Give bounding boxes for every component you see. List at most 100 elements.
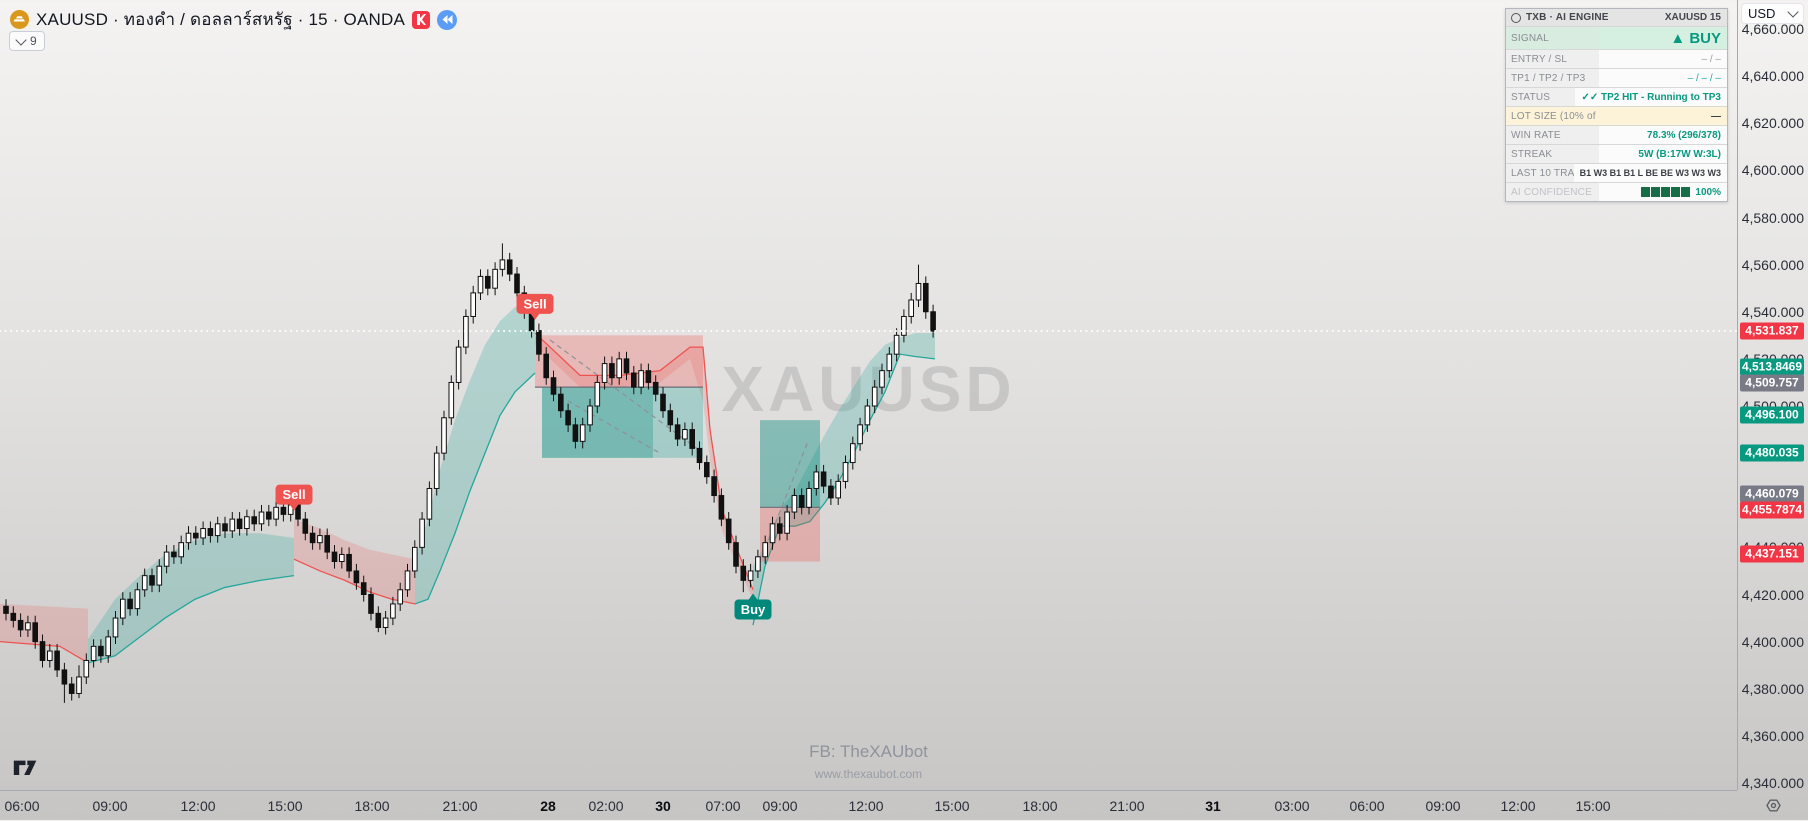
candle-body-bull xyxy=(864,405,871,426)
candle-body-bear xyxy=(631,372,637,388)
panel-row-signal: SIGNAL ▲ BUY xyxy=(1506,26,1727,49)
candle-body-bear xyxy=(353,570,360,584)
symbol-title[interactable]: XAUUSD · ทองคำ / ดอลลาร์สหรัฐ · 15 · OAN… xyxy=(36,10,405,29)
time-tick-label: 18:00 xyxy=(1022,798,1058,814)
chevron-down-icon xyxy=(15,33,27,46)
replay-icon[interactable] xyxy=(437,9,457,30)
time-tick-label: 06:00 xyxy=(4,798,40,814)
candle-body-bull xyxy=(857,424,863,445)
candle-body-bull xyxy=(879,370,885,388)
panel-row-value: 5W (B:17W W:3L) xyxy=(1599,145,1727,163)
trend-cloud-bear xyxy=(535,332,753,600)
candle-body-bull xyxy=(470,292,476,317)
candle-body-bear xyxy=(536,330,542,355)
candle-body-bull xyxy=(419,518,425,548)
buy-signal-label: Buy xyxy=(734,593,772,620)
price-badge: 4,455.7874 xyxy=(1740,501,1804,519)
candle-body-bull xyxy=(886,353,893,372)
candle-body-bear xyxy=(558,393,564,412)
panel-row-value: ▲ BUY xyxy=(1599,27,1727,49)
candle-body-bear xyxy=(98,645,104,657)
time-tick-label: 12:00 xyxy=(180,798,216,814)
projection-dashed-line xyxy=(761,441,809,558)
candle-body-bull xyxy=(901,315,907,336)
time-tick-label: 15:00 xyxy=(267,798,303,814)
candle-body-bull xyxy=(806,487,812,508)
panel-row-label: STATUS xyxy=(1506,88,1576,106)
panel-row-last-10-trades: LAST 10 TRADESB1 W3 B1 B1 L BE BE W3 W3 … xyxy=(1506,163,1727,182)
candle-body-bull xyxy=(835,480,842,499)
candle-body-bear xyxy=(236,518,243,530)
txb-ai-engine-panel: TXB · AI ENGINE XAUUSD 15 SIGNAL ▲ BUY ENTR… xyxy=(1505,8,1728,202)
candle-body-bear xyxy=(375,612,382,628)
candle-body-bear xyxy=(309,532,316,544)
candle-body-bear xyxy=(368,594,374,614)
candle-body-bull xyxy=(339,553,345,563)
price-badge: 4,480.035 xyxy=(1740,444,1804,462)
time-tick-label: 30 xyxy=(655,798,671,814)
axis-settings-corner[interactable] xyxy=(1738,791,1808,820)
tradingview-logo[interactable] xyxy=(12,757,42,786)
time-tick-label: 12:00 xyxy=(1500,798,1536,814)
candle-body-bull xyxy=(747,570,754,581)
price-axis[interactable]: USD 4,340.000 4,360.000 4,380.000 4,400.000… xyxy=(1737,0,1808,791)
trend-cloud-bull xyxy=(88,533,294,663)
price-badge: 4,437.151 xyxy=(1740,545,1804,563)
price-tick-label: 4,400.000 xyxy=(1741,633,1804,650)
time-tick-label: 28 xyxy=(540,798,556,814)
candle-body-bull xyxy=(791,495,798,513)
gold-coin-icon xyxy=(10,10,29,29)
candle-body-bear xyxy=(17,619,24,631)
candle-body-bear xyxy=(149,575,155,586)
panel-row-ai-confidence: AI CONFIDENCE 100% xyxy=(1506,182,1727,201)
candle-body-bear xyxy=(704,462,710,478)
legend-collapse-chip[interactable]: 9 xyxy=(9,31,45,51)
candle-body-bear xyxy=(718,495,725,520)
panel-row-label: LOT SIZE (10% of $300) xyxy=(1506,107,1599,125)
candle-body-bull xyxy=(273,506,279,520)
candle-body-bull xyxy=(784,511,790,534)
time-tick-label: 31 xyxy=(1205,798,1221,814)
sell-signal-label: Sell xyxy=(516,293,554,320)
candle-body-bear xyxy=(660,393,666,412)
panel-row-label: LAST 10 TRADES xyxy=(1506,164,1574,182)
time-tick-label: 02:00 xyxy=(588,798,624,814)
candle-body-bear xyxy=(609,363,615,379)
candle-body-bear xyxy=(266,511,272,520)
trailing-stop-line xyxy=(293,558,416,605)
trailing-stop-line xyxy=(0,640,89,664)
price-tick-label: 4,620.000 xyxy=(1741,115,1804,132)
panel-row-label: ENTRY / SL xyxy=(1506,50,1599,68)
candle-body-bear xyxy=(645,370,652,383)
candle-body-bull xyxy=(850,443,856,464)
candle-body-bull xyxy=(90,645,97,661)
footer-brand-text: FB: TheXAUbot xyxy=(809,742,928,761)
candle-body-bull xyxy=(492,268,498,289)
flag-icon[interactable] xyxy=(412,10,430,29)
price-tick-label: 4,380.000 xyxy=(1741,680,1804,697)
candle-body-bear xyxy=(222,523,228,532)
time-tick-label: 12:00 xyxy=(848,798,884,814)
panel-row-value: — xyxy=(1599,107,1727,125)
panel-row-win-rate: WIN RATE 78.3% (296/378) xyxy=(1506,125,1727,144)
candle-body-bear xyxy=(652,381,659,395)
price-tick-label: 4,560.000 xyxy=(1741,256,1804,273)
candle-body-bear xyxy=(667,410,674,426)
time-axis[interactable]: 06:00 09:00 12:00 15:00 18:00 21:00 28 02:00 30 0… xyxy=(0,790,1737,821)
candle-body-bull xyxy=(244,516,250,530)
time-tick-label: 21:00 xyxy=(442,798,478,814)
candle-body-bull xyxy=(448,381,455,419)
currency-selector[interactable]: USD xyxy=(1741,3,1804,24)
candle-body-bear xyxy=(171,551,177,558)
candle-body-bear xyxy=(193,532,199,539)
panel-header-title: TXB · AI ENGINE xyxy=(1506,9,1616,26)
candle-body-bull xyxy=(178,542,184,558)
candle-body-bear xyxy=(506,259,513,275)
candle-body-bear xyxy=(674,424,681,440)
candle-body-bull xyxy=(229,518,236,532)
gear-icon[interactable] xyxy=(1765,797,1782,814)
price-badge: 4,460.079 xyxy=(1740,485,1804,503)
chart-canvas[interactable]: Sell Sell Buy xyxy=(0,0,1737,790)
time-tick-label: 09:00 xyxy=(92,798,128,814)
candle-body-bear xyxy=(777,523,783,534)
